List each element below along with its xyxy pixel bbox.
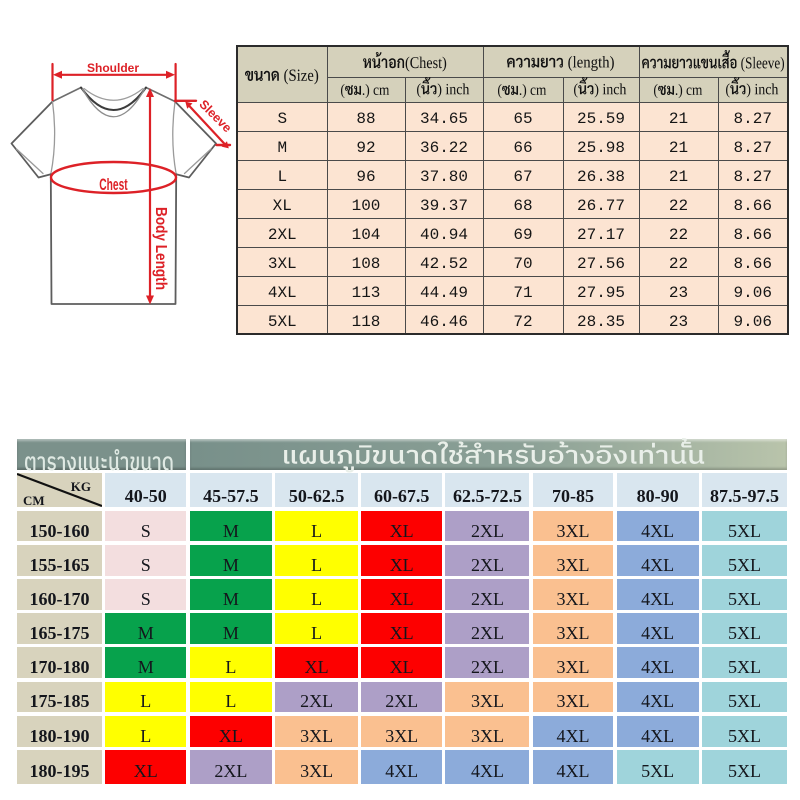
svg-text:Shoulder: Shoulder <box>87 61 139 75</box>
svg-text:Body Length: Body Length <box>152 207 169 290</box>
svg-text:Chest: Chest <box>99 176 128 194</box>
